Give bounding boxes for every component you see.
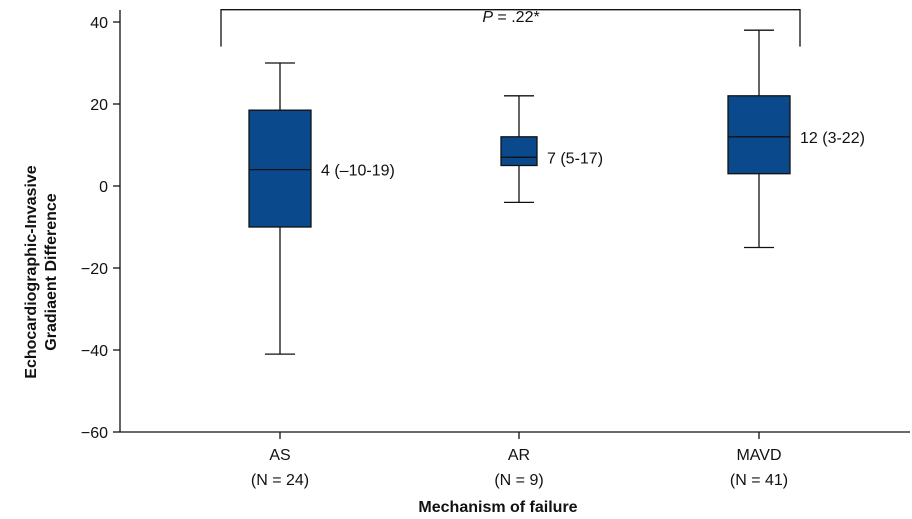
box-value-label: 4 (–10-19) xyxy=(321,163,395,180)
y-tick-label: −40 xyxy=(81,343,108,360)
x-category-count: (N = 24) xyxy=(251,472,309,489)
box-ar: 7 (5-17) xyxy=(500,95,603,204)
y-tick-label: 0 xyxy=(99,179,108,196)
significance-bracket xyxy=(220,9,801,47)
x-axis-title: Mechanism of failure xyxy=(418,499,577,516)
box-value-label: 12 (3-22) xyxy=(800,130,865,147)
y-tick-label: −20 xyxy=(81,261,108,278)
box-plot-series: 4 (–10-19) 7 (5-17) 12 (3-22) xyxy=(248,29,865,355)
box-value-label: 7 (5-17) xyxy=(547,150,603,167)
y-tick-label: 20 xyxy=(90,97,108,114)
y-axis-title-line1: Echocardiographic-Invasive xyxy=(23,165,40,379)
x-category-count: (N = 41) xyxy=(730,472,788,489)
x-category-label: AR xyxy=(508,447,530,464)
x-category-count: (N = 9) xyxy=(494,472,543,489)
box-mavd: 12 (3-22) xyxy=(727,29,865,249)
y-tick-label: −60 xyxy=(81,425,108,442)
iqr-box xyxy=(500,136,538,167)
box-as: 4 (–10-19) xyxy=(248,62,395,355)
y-tick-label: 40 xyxy=(90,15,108,32)
significance-annotation: P = .22* xyxy=(220,9,801,47)
x-category-label: AS xyxy=(269,447,290,464)
p-value-label: P = .22* xyxy=(482,9,539,26)
iqr-box xyxy=(248,109,312,228)
y-axis: 40 20 0 −20 −40 −60 xyxy=(81,10,121,442)
x-axis: AS (N = 24) AR (N = 9) MAVD (N = 41) xyxy=(120,431,910,489)
y-axis-title-line2: Gradiaent Difference xyxy=(43,193,60,350)
x-category-label: MAVD xyxy=(736,447,781,464)
iqr-box xyxy=(727,95,791,175)
